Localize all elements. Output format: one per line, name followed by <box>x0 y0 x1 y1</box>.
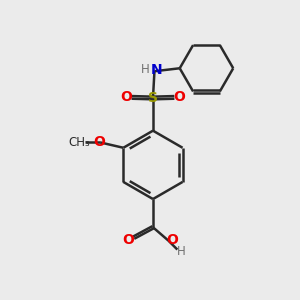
Text: O: O <box>121 90 133 104</box>
Text: N: N <box>151 63 163 77</box>
Text: H: H <box>141 63 149 76</box>
Text: O: O <box>167 233 178 248</box>
Text: H: H <box>176 245 185 258</box>
Text: CH₃: CH₃ <box>68 136 90 149</box>
Text: O: O <box>94 135 106 149</box>
Text: S: S <box>148 91 158 105</box>
Text: O: O <box>123 233 134 247</box>
Text: O: O <box>173 90 185 104</box>
